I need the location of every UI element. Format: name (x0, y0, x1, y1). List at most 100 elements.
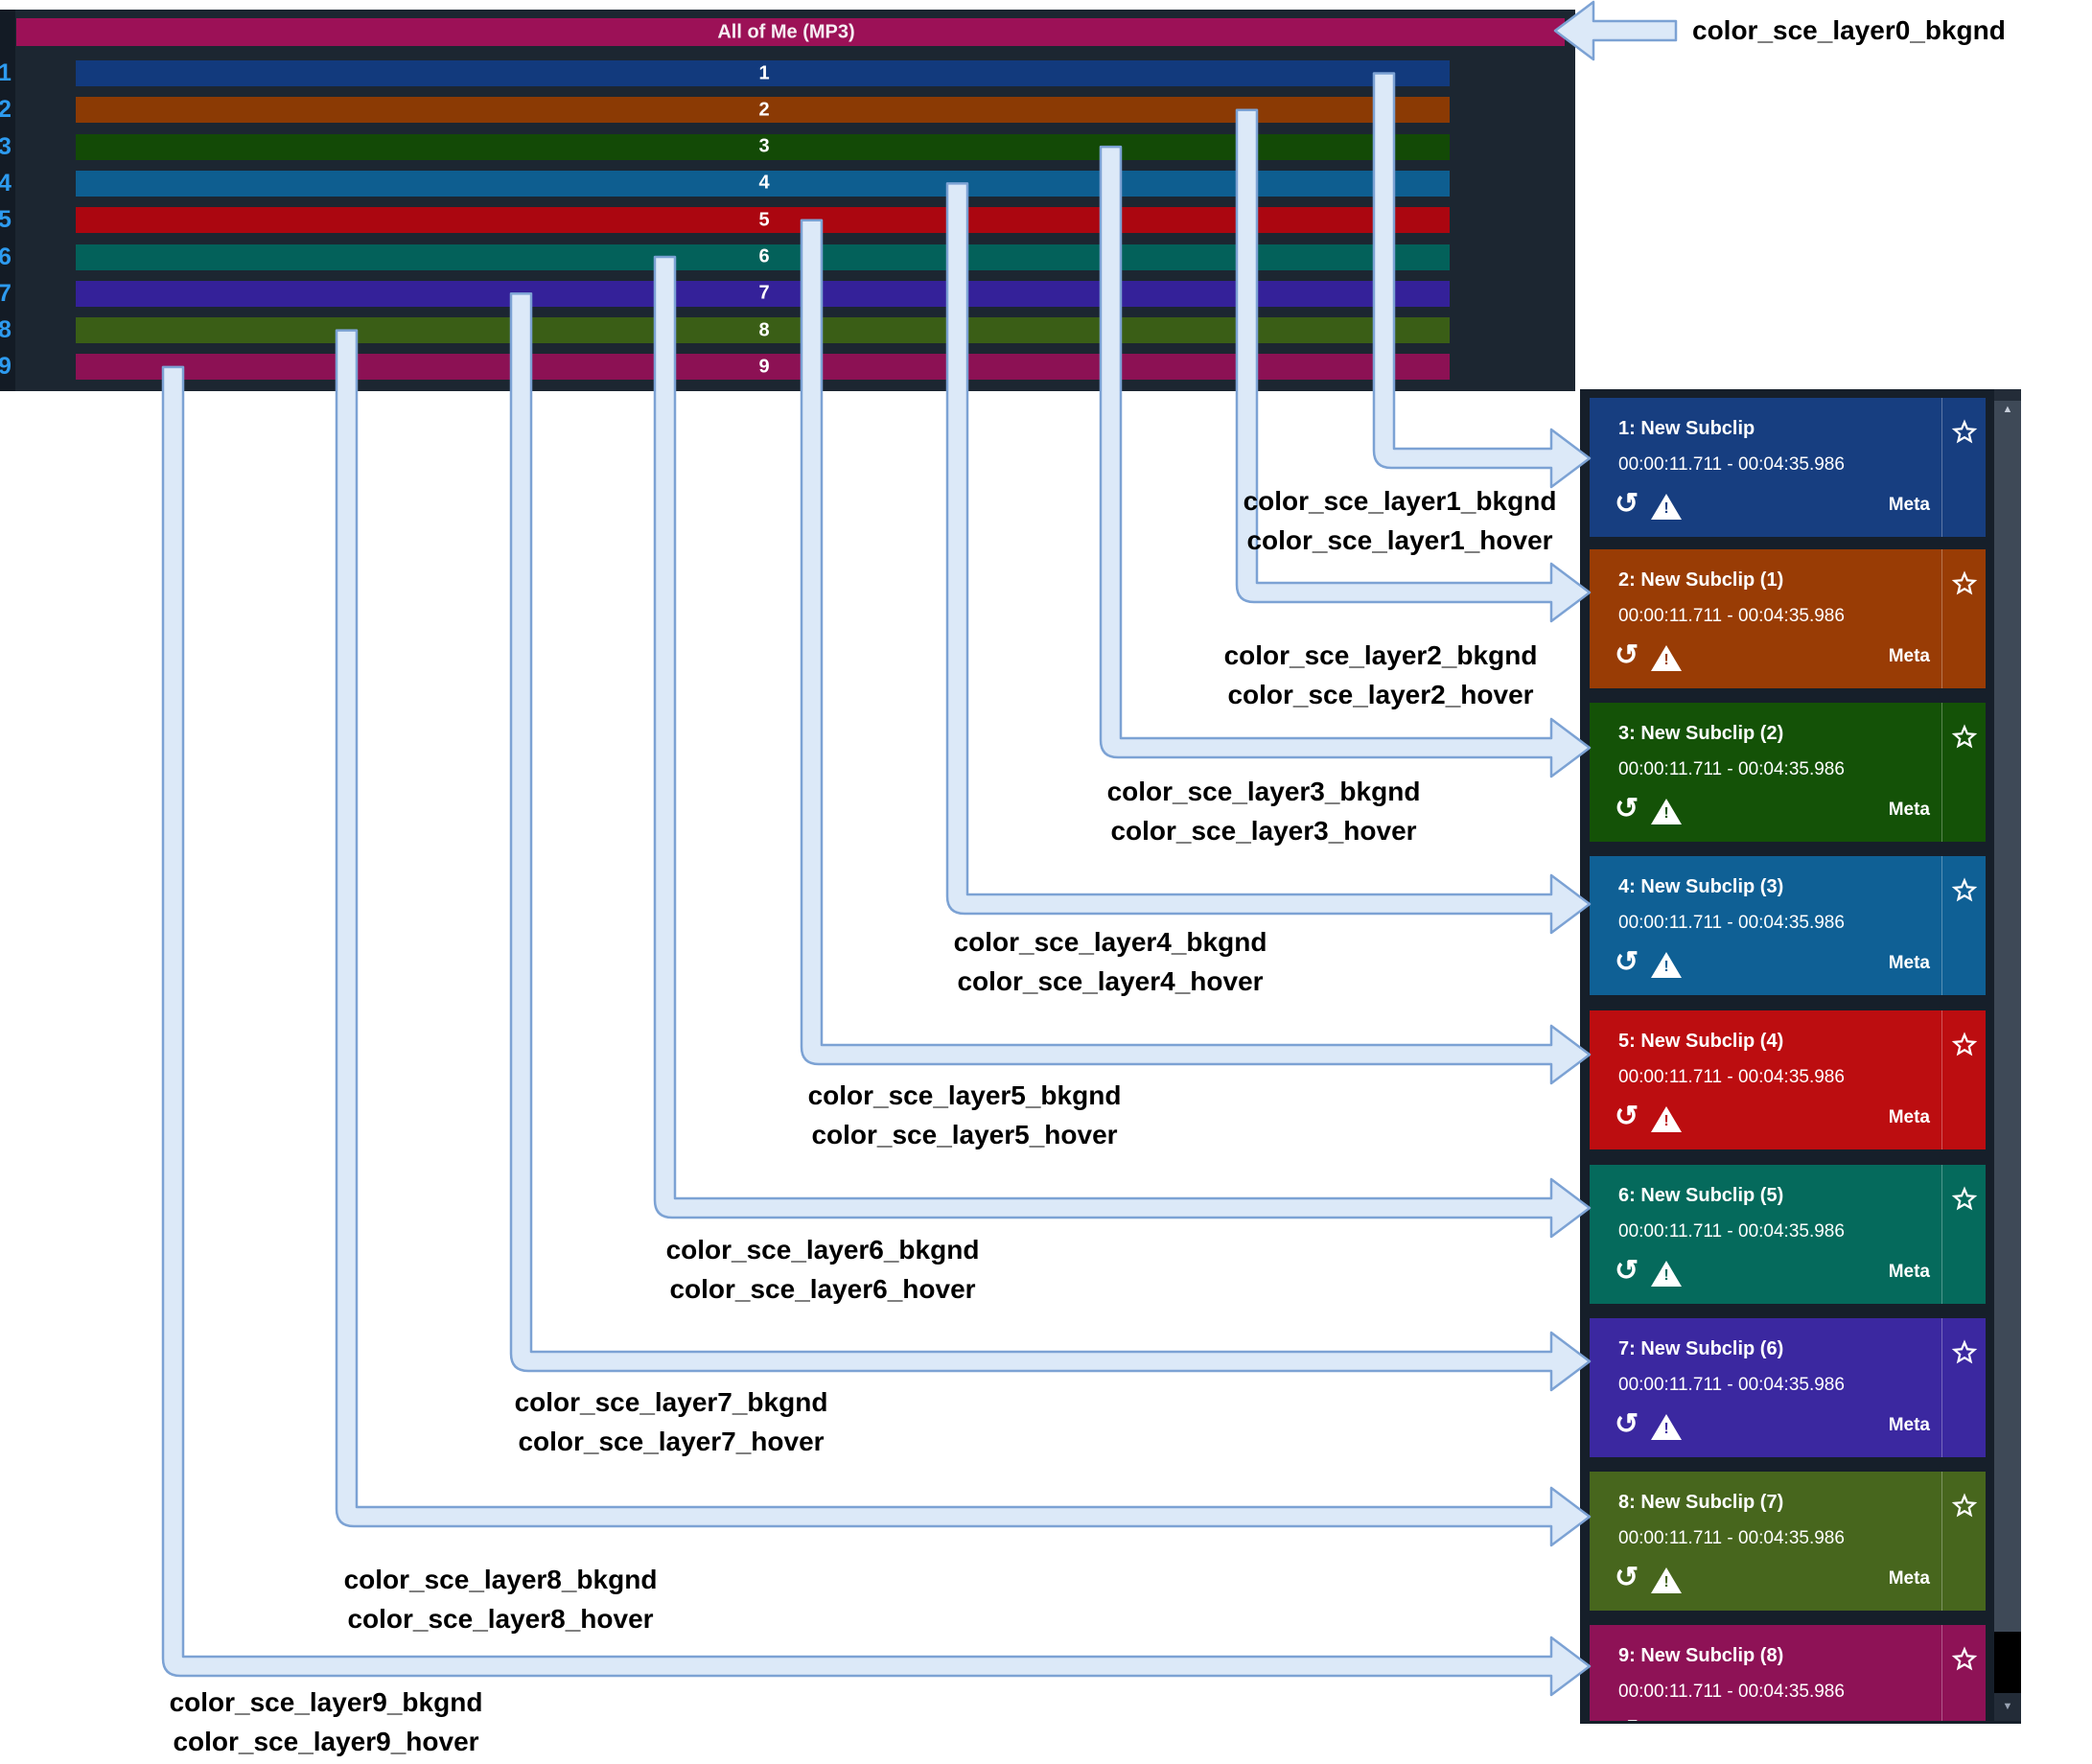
gutter-number: 8 (0, 316, 12, 344)
star-icon (1951, 724, 1978, 749)
timeline-track-bar[interactable]: 9 (76, 354, 1450, 381)
gutter-number: 1 (0, 59, 12, 86)
favorite-star-button[interactable] (1951, 724, 1978, 751)
revert-button[interactable]: ↺ (1615, 1562, 1639, 1593)
subclip-time-range: 00:00:11.711 - 00:04:35.986 (1618, 1375, 1845, 1395)
scrollbar-thumb[interactable]: ▲ (1994, 401, 2021, 1632)
revert-button[interactable]: ↺ (1615, 946, 1639, 978)
warning-bang: ! (1663, 1421, 1669, 1437)
subclip-list: 1: New Subclip 00:00:11.711 - 00:04:35.98… (1580, 389, 2021, 1721)
scrollbar-down-button[interactable]: ▼ (1994, 1693, 2021, 1721)
scroll-up-icon[interactable]: ▲ (2002, 404, 2013, 415)
subclip-time-range: 00:00:11.711 - 00:04:35.986 (1618, 1221, 1845, 1242)
timeline-track-bar[interactable]: 1 (76, 60, 1450, 86)
warning-icon: ! (1651, 799, 1684, 825)
card-divider (1941, 1010, 1942, 1149)
timeline-track-bar[interactable]: 3 (76, 133, 1450, 160)
annotation-label-layer1-bkgnd: color_sce_layer1_bkgnd (1243, 486, 1557, 516)
subclip-card[interactable]: 6: New Subclip (5) 00:00:11.711 - 00:04:3… (1590, 1165, 1986, 1304)
favorite-star-button[interactable] (1951, 1032, 1978, 1058)
card-divider (1941, 703, 1942, 842)
annotation-label-layer5-hover: color_sce_layer5_hover (811, 1120, 1118, 1149)
revert-button[interactable]: ↺ (1615, 639, 1639, 671)
meta-button[interactable]: Meta (1888, 646, 1930, 666)
track-number-label: 1 (758, 62, 770, 83)
meta-button[interactable]: Meta (1888, 495, 1930, 515)
subclip-card[interactable]: 4: New Subclip (3) 00:00:11.711 - 00:04:3… (1590, 856, 1986, 995)
annotation-arrow-layer7 (509, 292, 1592, 1392)
track-number-label: 8 (758, 319, 770, 341)
timeline-track-bar[interactable]: 8 (76, 317, 1450, 344)
subclip-title: 3: New Subclip (2) (1618, 723, 1784, 744)
subclip-title: 8: New Subclip (7) (1618, 1492, 1784, 1513)
favorite-star-button[interactable] (1951, 1646, 1978, 1673)
timeline-track-bar[interactable]: 6 (76, 244, 1450, 270)
subclip-card[interactable]: 7: New Subclip (6) 00:00:11.711 - 00:04:3… (1590, 1318, 1986, 1457)
scrollbar-track-gap[interactable] (1994, 1632, 2021, 1693)
gutter-number: 6 (0, 243, 12, 270)
gutter-number: 2 (0, 96, 12, 124)
warning-bang: ! (1663, 1113, 1669, 1129)
subclip-title: 7: New Subclip (6) (1618, 1338, 1784, 1359)
subclip-card[interactable]: 2: New Subclip (1) 00:00:11.711 - 00:04:3… (1590, 549, 1986, 688)
star-icon (1951, 1646, 1978, 1671)
star-icon (1951, 570, 1978, 595)
annotation-label-layer7-bkgnd: color_sce_layer7_bkgnd (514, 1387, 828, 1417)
subclip-time-range: 00:00:11.711 - 00:04:35.986 (1618, 913, 1845, 933)
clip-title: All of Me (MP3) (717, 21, 855, 42)
subclip-title: 5: New Subclip (4) (1618, 1031, 1784, 1052)
timeline-track-bar[interactable]: 5 (76, 207, 1450, 234)
track-number-gutter: 1 2 3 4 5 6 7 8 9 (0, 10, 15, 391)
annotation-label-layer2-bkgnd: color_sce_layer2_bkgnd (1223, 640, 1538, 670)
subclip-card[interactable]: 8: New Subclip (7) 00:00:11.711 - 00:04:3… (1590, 1472, 1986, 1611)
favorite-star-button[interactable] (1951, 1493, 1978, 1520)
star-icon (1951, 1493, 1978, 1518)
card-divider (1941, 549, 1942, 688)
scrollbar[interactable]: ▲ ▼ (1994, 389, 2021, 1721)
revert-button[interactable]: ↺ (1615, 1717, 1639, 1722)
gutter-number: 4 (0, 169, 12, 197)
timeline-panel: 1 2 3 4 5 6 7 8 9 All of Me (MP3) 1 2 3 4 5 6 7 8 9 (0, 10, 1575, 391)
scroll-down-icon[interactable]: ▼ (2002, 1701, 2013, 1712)
subclip-card[interactable]: 5: New Subclip (4) 00:00:11.711 - 00:04:3… (1590, 1010, 1986, 1149)
revert-button[interactable]: ↺ (1615, 488, 1639, 520)
annotation-label-layer9-bkgnd: color_sce_layer9_bkgnd (169, 1687, 483, 1717)
meta-button[interactable]: Meta (1888, 1568, 1930, 1589)
subclip-card[interactable]: 1: New Subclip 00:00:11.711 - 00:04:35.98… (1590, 398, 1986, 537)
subclip-title: 1: New Subclip (1618, 418, 1755, 439)
subclip-card[interactable]: 9: New Subclip (8) 00:00:11.711 - 00:04:3… (1590, 1625, 1986, 1721)
clip-header-bar[interactable]: All of Me (MP3) (16, 18, 1565, 46)
warning-triangle (1651, 1106, 1682, 1132)
meta-button[interactable]: Meta (1888, 800, 1930, 820)
revert-button[interactable]: ↺ (1615, 1408, 1639, 1440)
warning-bang: ! (1663, 959, 1669, 975)
warning-triangle (1651, 494, 1682, 520)
warning-icon: ! (1651, 494, 1684, 521)
gutter-number: 3 (0, 132, 12, 160)
meta-button[interactable]: Meta (1888, 953, 1930, 973)
warning-bang: ! (1663, 1574, 1669, 1590)
timeline-track-bar[interactable]: 4 (76, 170, 1450, 197)
warning-triangle (1651, 1567, 1682, 1593)
meta-button[interactable]: Meta (1888, 1107, 1930, 1127)
timeline-track-bar[interactable]: 7 (76, 280, 1450, 307)
meta-button[interactable]: Meta (1888, 1262, 1930, 1282)
annotation-label-layer5-bkgnd: color_sce_layer5_bkgnd (807, 1080, 1122, 1110)
timeline-track-bar[interactable]: 2 (76, 97, 1450, 124)
warning-icon: ! (1651, 645, 1684, 672)
favorite-star-button[interactable] (1951, 1186, 1978, 1213)
revert-button[interactable]: ↺ (1615, 793, 1639, 824)
favorite-star-button[interactable] (1951, 570, 1978, 597)
revert-button[interactable]: ↺ (1615, 1255, 1639, 1287)
meta-button[interactable]: Meta (1888, 1415, 1930, 1435)
favorite-star-button[interactable] (1951, 877, 1978, 904)
card-divider (1941, 1472, 1942, 1611)
subclip-card[interactable]: 3: New Subclip (2) 00:00:11.711 - 00:04:3… (1590, 703, 1986, 842)
revert-button[interactable]: ↺ (1615, 1101, 1639, 1132)
subclip-time-range: 00:00:11.711 - 00:04:35.986 (1618, 606, 1845, 626)
favorite-star-button[interactable] (1951, 419, 1978, 446)
favorite-star-button[interactable] (1951, 1339, 1978, 1366)
star-icon (1951, 1339, 1978, 1364)
subclip-title: 6: New Subclip (5) (1618, 1185, 1784, 1206)
